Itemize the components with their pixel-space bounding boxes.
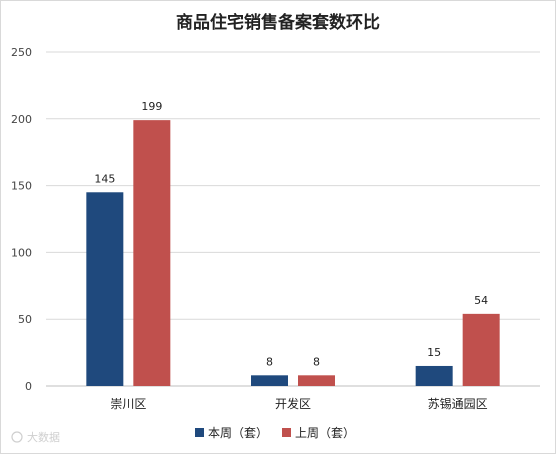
y-tick-label: 100 [11, 246, 32, 259]
watermark-text: 大数据 [27, 430, 60, 444]
chart-title: 商品住宅销售备案套数环比 [176, 12, 380, 33]
watermark: 大数据 [11, 430, 60, 444]
bar-last-week [298, 375, 335, 386]
data-label: 8 [313, 355, 320, 368]
legend: 本周（套） 上周（套） [195, 426, 355, 440]
gridlines [46, 51, 540, 387]
y-axis-ticks: 0 50 100 150 200 250 [11, 46, 32, 393]
bar-last-week [462, 313, 500, 386]
legend-label: 上周（套） [295, 426, 355, 440]
data-label: 199 [141, 100, 162, 113]
legend-label: 本周（套） [208, 426, 268, 440]
bar-this-week [251, 375, 288, 386]
y-tick-label: 0 [25, 380, 32, 393]
y-tick-label: 50 [18, 313, 32, 326]
x-category-label: 开发区 [275, 396, 311, 411]
legend-swatch [195, 428, 204, 437]
legend-swatch [282, 428, 291, 437]
y-tick-label: 150 [11, 180, 32, 193]
bars [86, 120, 500, 387]
data-label: 8 [266, 355, 273, 368]
data-label: 54 [474, 294, 488, 307]
x-axis-categories: 崇川区 开发区 苏锡通园区 [110, 396, 487, 411]
bar-last-week [133, 120, 171, 387]
data-labels: 145 199 8 8 15 54 [94, 100, 488, 368]
bar-this-week [415, 365, 453, 386]
bar-this-week [86, 192, 124, 386]
y-tick-label: 250 [11, 46, 32, 59]
x-category-label: 崇川区 [110, 397, 146, 411]
data-label: 15 [427, 346, 441, 359]
x-category-label: 苏锡通园区 [428, 396, 488, 411]
data-label: 145 [94, 172, 115, 185]
watermark-logo-icon [11, 431, 23, 443]
y-tick-label: 200 [11, 113, 32, 126]
